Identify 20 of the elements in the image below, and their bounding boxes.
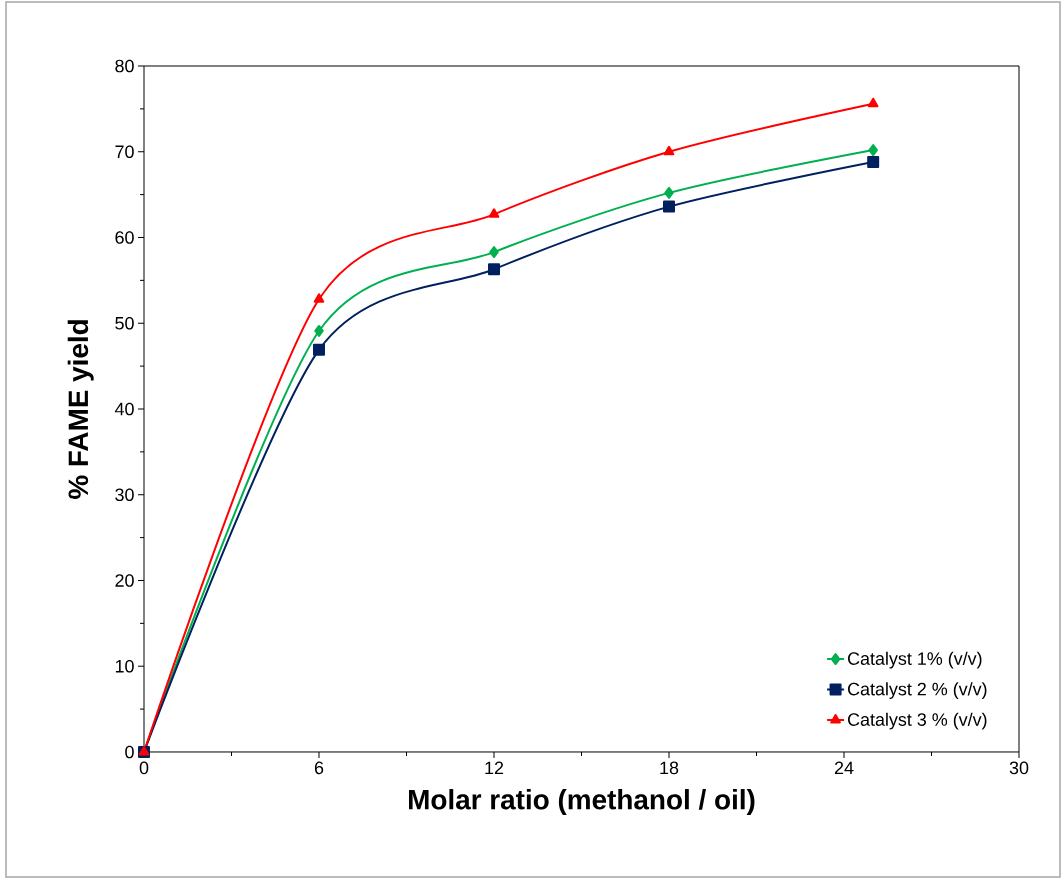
y-tick-label: 10 bbox=[115, 659, 134, 673]
legend-label: Catalyst 3 % (v/v) bbox=[847, 712, 987, 730]
x-tick-label: 6 bbox=[314, 761, 324, 775]
y-axis-title: % FAME yield bbox=[67, 320, 94, 499]
x-tick-label: 30 bbox=[1009, 761, 1029, 775]
legend-label: Catalyst 2 % (v/v) bbox=[847, 682, 987, 699]
y-tick-label: 60 bbox=[115, 231, 134, 244]
x-tick-label: 24 bbox=[834, 761, 854, 775]
x-tick-label: 18 bbox=[660, 761, 679, 775]
y-tick-label: 50 bbox=[115, 316, 134, 330]
x-axis-title: Molar ratio (methanol / oil) bbox=[409, 789, 755, 816]
y-tick-label: 70 bbox=[115, 145, 134, 159]
y-tick-label: 40 bbox=[114, 402, 134, 416]
y-tick-label: 20 bbox=[115, 574, 134, 587]
y-tick-label: 0 bbox=[125, 745, 134, 759]
x-tick-label: 0 bbox=[139, 761, 149, 775]
y-tick-label: 30 bbox=[115, 488, 134, 502]
y-tick-label: 80 bbox=[115, 59, 134, 73]
legend-label: Catalyst 1% (v/v) bbox=[847, 651, 982, 669]
x-tick-label: 12 bbox=[485, 761, 504, 775]
